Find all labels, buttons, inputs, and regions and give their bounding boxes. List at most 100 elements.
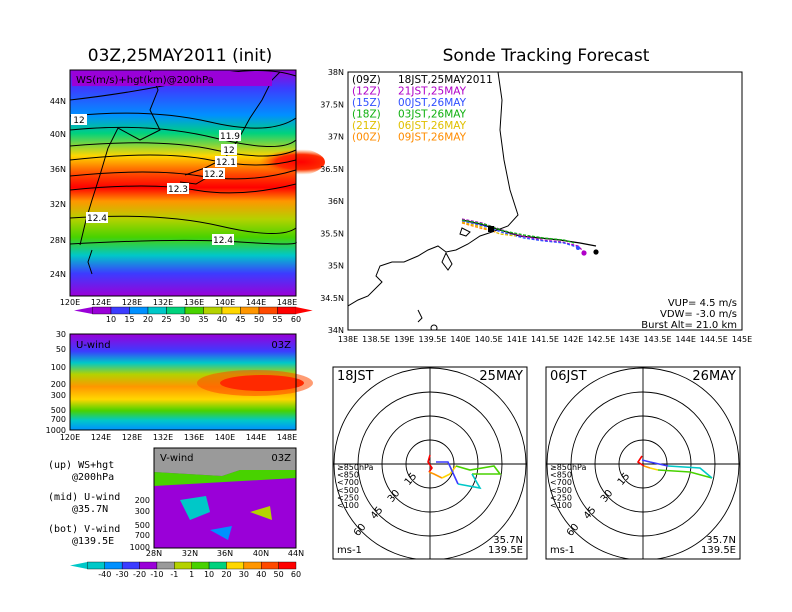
colorbar-swatch — [70, 562, 88, 569]
right-title: Sonde Tracking Forecast — [443, 46, 650, 66]
lon-tick: 148E — [277, 433, 297, 442]
sonde-track-line — [461, 219, 575, 244]
sonde-tracks — [461, 218, 599, 256]
level-legend-item: <500 — [550, 486, 572, 495]
hodograph-trace — [667, 465, 713, 479]
lon-tick: 136E — [184, 433, 204, 442]
lon-tick: 132E — [153, 433, 173, 442]
colorbar-swatch — [203, 306, 223, 315]
colorbar-tick: 45 — [235, 315, 245, 324]
lat-tick: 35.5N — [320, 229, 344, 238]
legend-time: 06JST,26MAY — [398, 120, 467, 132]
colorbar-tick: -20 — [133, 570, 146, 579]
colorbar-swatch — [278, 561, 297, 570]
hodograph-date: 26MAY — [692, 369, 736, 384]
coastline-mainland — [79, 69, 161, 246]
contour-label: 12.4 — [213, 236, 233, 246]
lon-tick: 142.5E — [587, 335, 615, 344]
lon-tick: 140.5E — [475, 335, 503, 344]
track-lat-ticks: 38N 37.5N 37N 36.5N 36N 35.5N 35N 34.5N 34N — [320, 68, 344, 335]
colorbar-tick: 50 — [254, 315, 264, 324]
legend-cycle: (12Z) — [352, 86, 381, 98]
level-legend-item: <250 — [550, 493, 572, 502]
colorbar-swatch — [156, 561, 175, 570]
contour-label: 12 — [223, 146, 234, 156]
legend-cycle: (15Z) — [352, 97, 381, 109]
level-legend-item: <850 — [550, 471, 572, 480]
colorbar-tick: 60 — [291, 570, 301, 579]
v-wind-label: V-wind — [160, 453, 194, 464]
legend-cycle: (21Z) — [352, 120, 381, 132]
lat-tick: 34.5N — [320, 294, 344, 303]
lon-tick: 124E — [91, 433, 111, 442]
hodograph-trace — [436, 461, 459, 485]
lon-tick: 120E — [60, 433, 80, 442]
wind-colorbar: -40 -30 -20 -10 -1 1 10 20 30 40 50 60 — [70, 561, 301, 579]
hodograph-time: 06JST — [550, 369, 587, 384]
lon-tick: 141.5E — [531, 335, 559, 344]
lon-tick: 143E — [619, 335, 639, 344]
v-wind-panel: V-wind 03Z 200 300 500 700 1000 28N 32N … — [70, 447, 304, 579]
level-legend-item: ≥850hPa — [337, 463, 374, 472]
colorbar-swatch — [258, 306, 278, 315]
p-tick: 500 — [135, 521, 150, 530]
colorbar-tick: 10 — [204, 570, 214, 579]
lat-tick: 37N — [328, 133, 344, 142]
colorbar-tick: 25 — [161, 315, 171, 324]
lon-tick: 140E — [215, 433, 235, 442]
p-tick: 30 — [56, 330, 66, 339]
lon-tick: 140E — [450, 335, 470, 344]
u-wind-time: 03Z — [271, 340, 291, 351]
colorbar-swatch — [166, 306, 186, 315]
hodograph-trace — [643, 465, 651, 469]
launch-site-marker — [488, 226, 494, 232]
u-wind-label: U-wind — [76, 340, 111, 351]
p-tick: 50 — [56, 345, 66, 354]
lon-tick: 128E — [122, 298, 142, 307]
note-line: (up) WS+hgt — [48, 460, 114, 471]
sonde-track-line — [461, 220, 581, 249]
contour-label: 12.1 — [216, 158, 236, 168]
lat-tick: 40N — [50, 130, 66, 139]
lat-tick: 28N — [146, 549, 162, 558]
colorbar-swatch — [110, 306, 130, 315]
hodograph-trace — [649, 467, 659, 471]
colorbar-tick: -30 — [116, 570, 129, 579]
legend-time: 18JST,25MAY2011 — [398, 74, 493, 86]
lon-tick: 145E — [732, 335, 752, 344]
level-legend-item: <100 — [337, 501, 359, 510]
legend-time: 03JST,26MAY — [398, 109, 467, 121]
ws-map-label: WS(m/s)+hgt(km)@200hPa — [76, 75, 214, 86]
contour-label: 11.9 — [220, 132, 240, 142]
colorbar-swatch — [139, 561, 158, 570]
colorbar-swatch — [208, 561, 227, 570]
hodograph-lon: 139.5E — [701, 545, 736, 556]
lat-tick: 32N — [182, 549, 198, 558]
colorbar-swatch — [191, 561, 210, 570]
colorbar-swatch — [243, 561, 262, 570]
note-line: @200hPa — [72, 472, 114, 483]
u-wind-panel: U-wind 03Z 30 50 100 200 300 500 700 100… — [46, 330, 313, 442]
panel-notes: (up) WS+hgt @200hPa (mid) U-wind @35.7N … — [48, 460, 120, 547]
p-tick: 1000 — [130, 543, 150, 552]
lon-tick: 136E — [184, 298, 204, 307]
note-line: @35.7N — [72, 504, 108, 515]
level-legend-item: <500 — [337, 486, 359, 495]
p-tick: 200 — [51, 380, 66, 389]
colorbar-tick: 10 — [106, 315, 116, 324]
note-line: (mid) U-wind — [48, 492, 120, 503]
hodograph-trace — [427, 454, 433, 473]
lat-tick: 35N — [328, 262, 344, 271]
p-tick: 300 — [51, 391, 66, 400]
left-title: 03Z,25MAY2011 (init) — [88, 46, 273, 66]
lon-tick: 144E — [246, 433, 266, 442]
colorbar-swatch — [121, 561, 140, 570]
colorbar-swatch — [261, 561, 279, 570]
colorbar-tick: 55 — [272, 315, 282, 324]
colorbar-swatch — [221, 306, 241, 315]
colorbar-swatch — [295, 307, 313, 314]
lat-tick: 40N — [253, 549, 269, 558]
lat-tick: 36N — [328, 197, 344, 206]
